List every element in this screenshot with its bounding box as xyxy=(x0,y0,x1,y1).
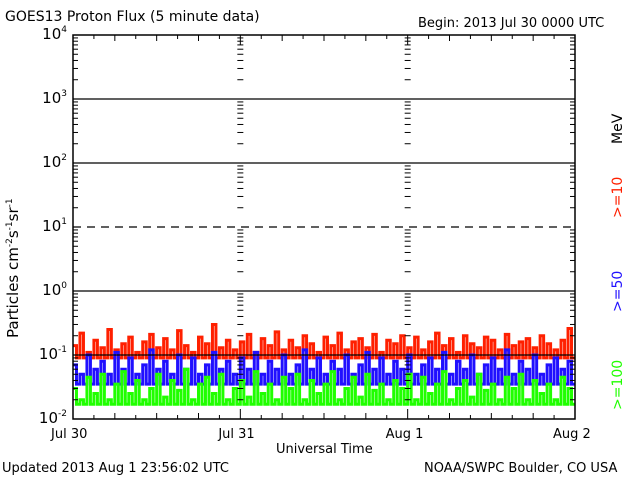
y-tick-exp: 4 xyxy=(61,25,67,35)
begin-label: Begin: 2013 Jul 30 0000 UTC xyxy=(418,16,605,31)
y-tick-label: 103 xyxy=(27,89,67,107)
y-tick-label: 10-1 xyxy=(27,345,67,363)
x-tick-label: Jul 30 xyxy=(51,427,88,442)
y-tick-exp: 2 xyxy=(61,153,67,163)
y-label-exp: -2 xyxy=(5,238,15,248)
y-label-sr: sr xyxy=(4,207,22,222)
y-tick-label: 104 xyxy=(27,25,67,43)
y-label-exp: -1 xyxy=(5,198,15,208)
series-line-1 xyxy=(73,348,575,386)
legend-entry-50: >=50 xyxy=(610,270,626,312)
legend-entry-10: >=10 xyxy=(610,176,626,218)
y-tick-base: 10 xyxy=(42,89,62,107)
y-label-base: Particles cm xyxy=(4,247,22,338)
y-label-exp: -1 xyxy=(5,221,15,231)
y-tick-label: 10-2 xyxy=(27,409,67,427)
y-axis-label: Particles cm-2s-1sr-1 xyxy=(4,198,22,338)
source-credit: NOAA/SWPC Boulder, CO USA xyxy=(424,461,618,476)
y-tick-base: 10 xyxy=(42,153,62,171)
x-tick-label: Aug 2 xyxy=(553,427,591,442)
y-tick-base: 10 xyxy=(42,281,62,299)
y-tick-base: 10 xyxy=(38,409,59,427)
series-line-2 xyxy=(73,367,575,406)
updated-timestamp: Updated 2013 Aug 1 23:56:02 UTC xyxy=(2,461,229,476)
y-label-s: s xyxy=(4,230,22,239)
y-tick-label: 100 xyxy=(27,281,67,299)
y-tick-exp: -1 xyxy=(58,345,67,355)
x-tick-label: Aug 1 xyxy=(385,427,424,442)
chart-title: GOES13 Proton Flux (5 minute data) xyxy=(5,9,260,25)
y-tick-base: 10 xyxy=(38,345,59,363)
y-tick-exp: 3 xyxy=(61,89,67,99)
y-tick-exp: -2 xyxy=(58,409,67,419)
x-tick-label: Jul 31 xyxy=(218,427,255,442)
y-tick-base: 10 xyxy=(42,217,62,235)
y-tick-label: 101 xyxy=(27,217,67,235)
y-tick-exp: 1 xyxy=(61,217,67,227)
legend-entry-100: >=100 xyxy=(610,359,626,410)
y-tick-label: 102 xyxy=(27,153,67,171)
legend-unit: MeV xyxy=(610,113,626,144)
y-tick-exp: 0 xyxy=(61,281,67,291)
x-axis-label: Universal Time xyxy=(276,442,373,457)
y-tick-base: 10 xyxy=(42,25,62,43)
